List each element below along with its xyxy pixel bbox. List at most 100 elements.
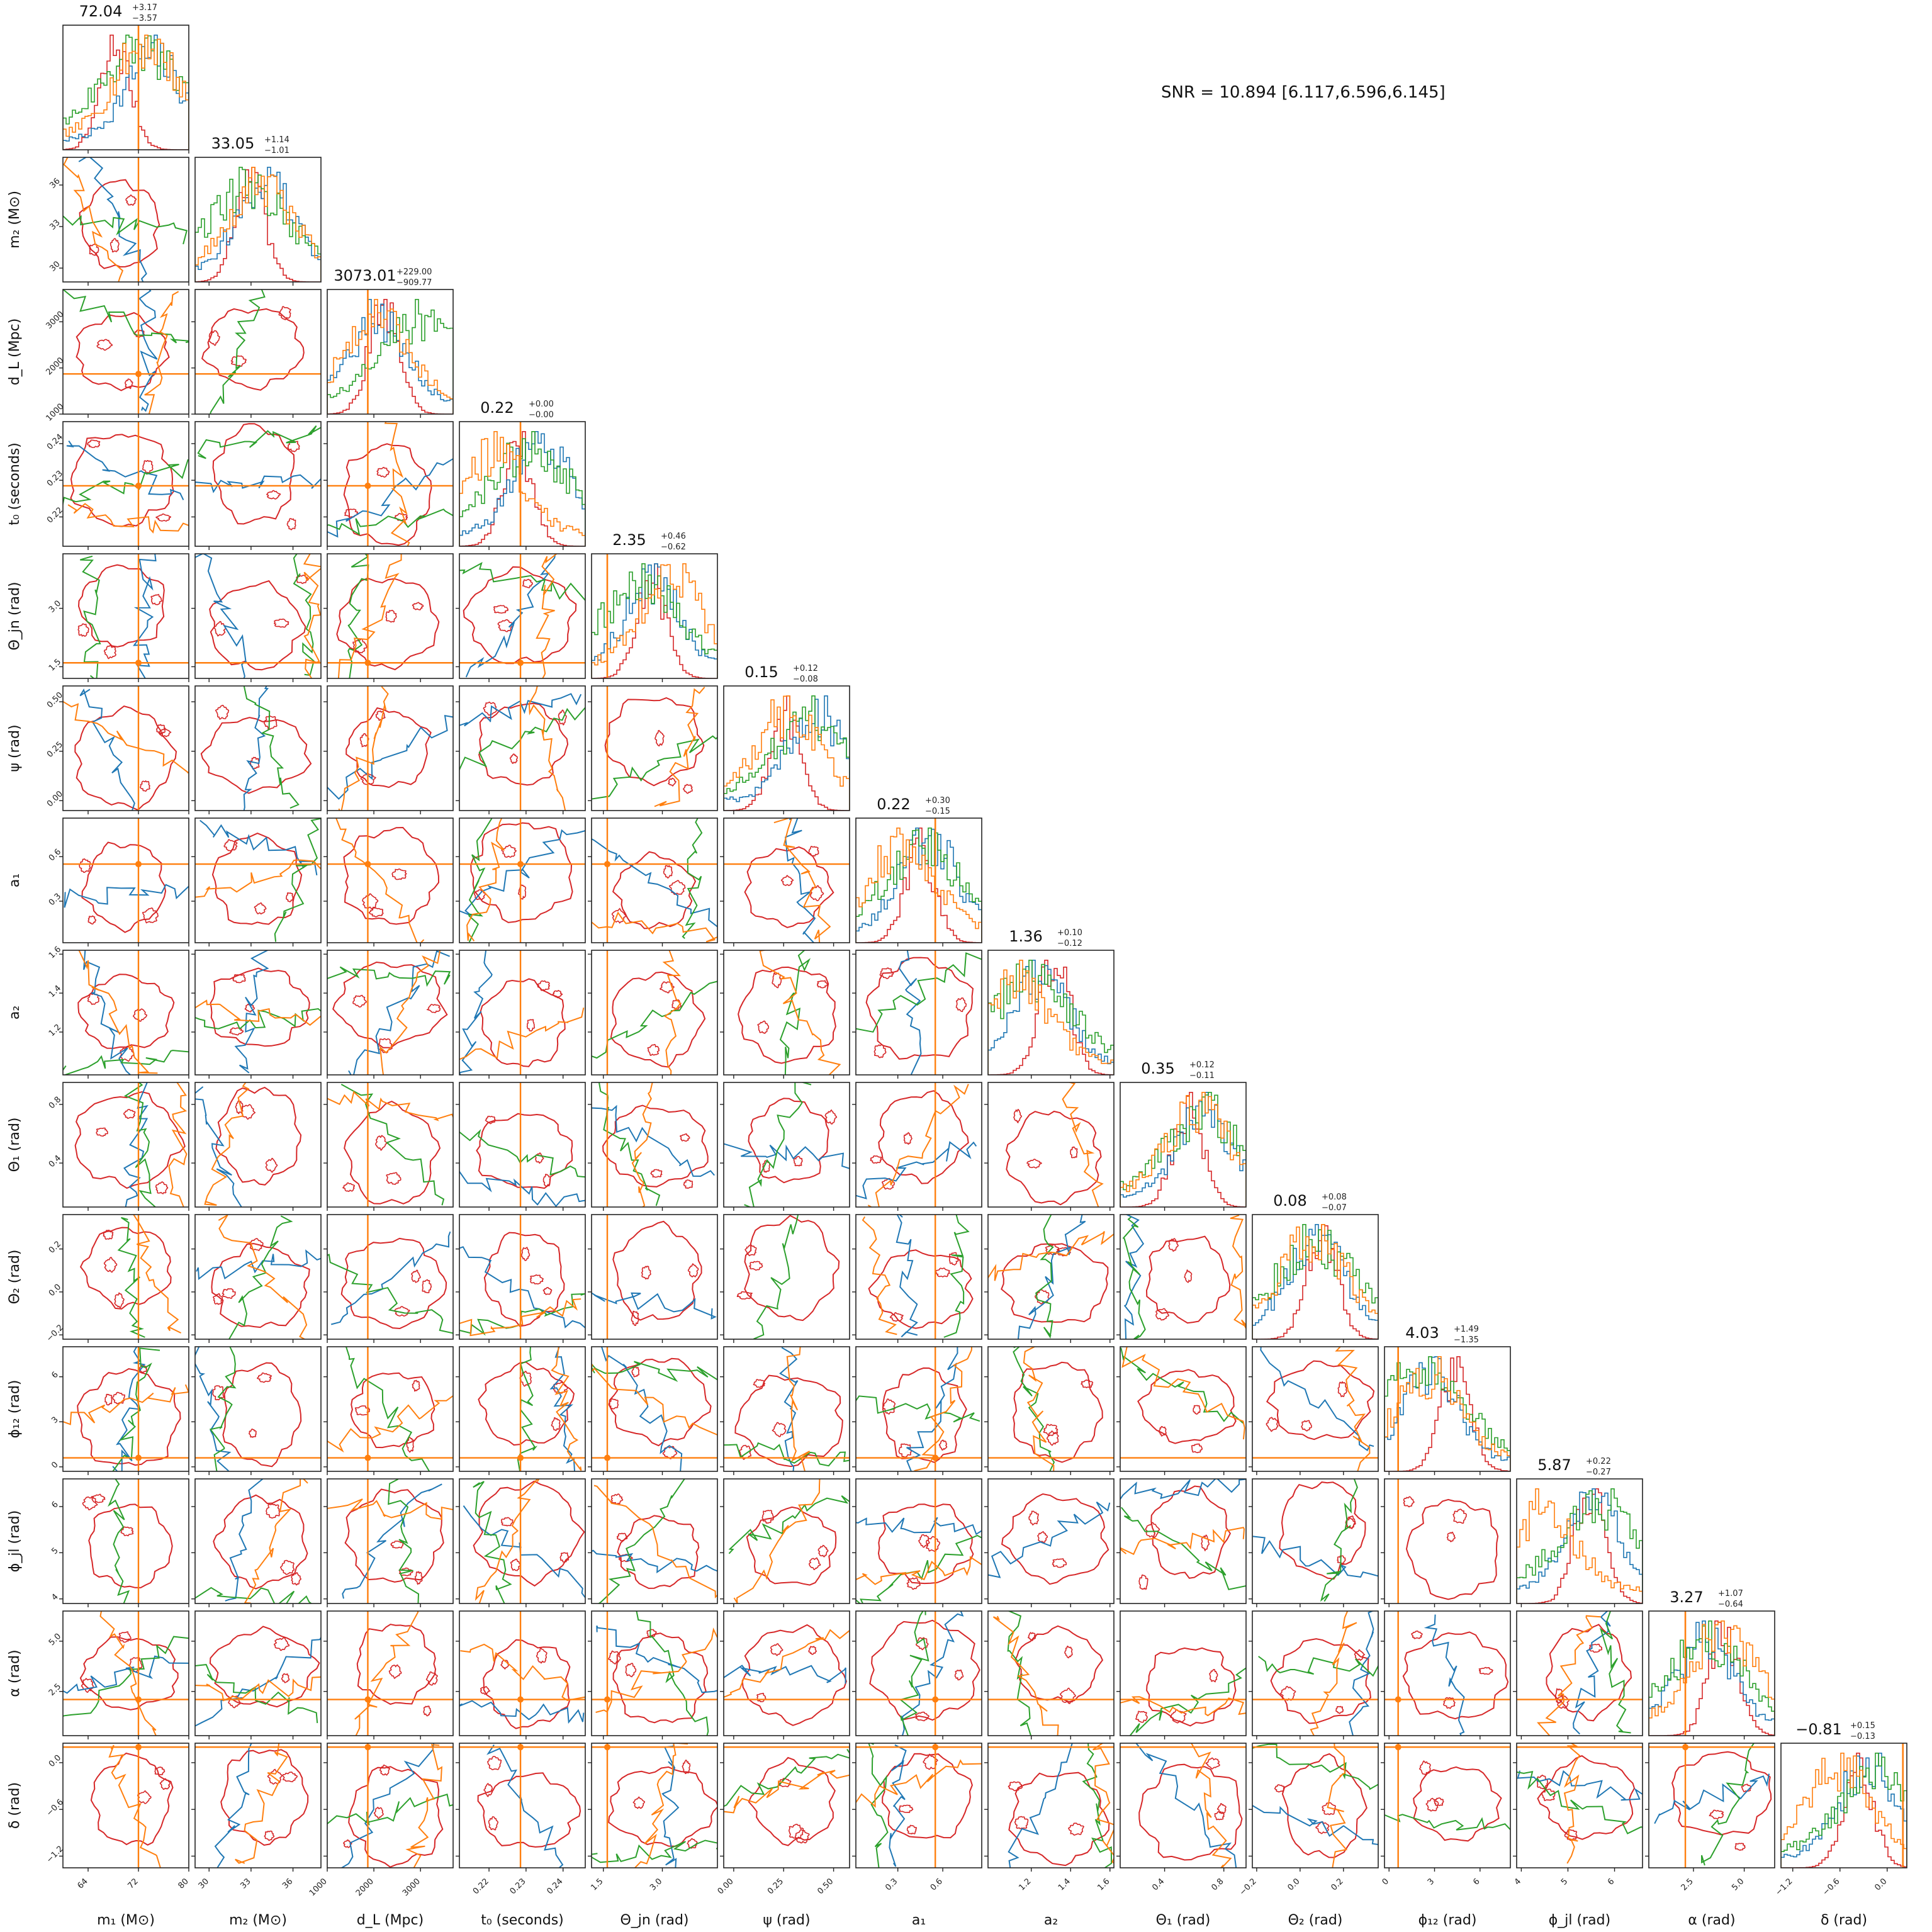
contour-red	[478, 702, 569, 786]
contour-red-island	[103, 1229, 114, 1240]
contour-red-island	[103, 1257, 118, 1273]
contour-red-island	[250, 756, 260, 770]
contour-orange	[67, 503, 189, 534]
contour-red-island	[679, 1133, 690, 1142]
contour-blue	[459, 1246, 585, 1329]
contour-red	[1402, 1631, 1509, 1720]
contour-red-island	[133, 1008, 148, 1022]
contour-red-island	[342, 1182, 356, 1192]
error-plus: +0.15	[1850, 1721, 1875, 1731]
contour-red-island	[223, 839, 238, 852]
contour-orange	[63, 157, 124, 282]
contour-red-island	[1315, 1821, 1330, 1834]
error-plus: +0.08	[1322, 1193, 1347, 1202]
contour-red	[608, 1766, 717, 1847]
contour-red	[213, 1494, 308, 1590]
contour-red	[343, 443, 432, 546]
y-tick-label: 0.6	[47, 847, 63, 863]
panel-frame	[1120, 1082, 1247, 1208]
contour-red-island	[631, 1310, 639, 1327]
panel-frame	[987, 1743, 1115, 1868]
truth-marker	[1395, 1696, 1401, 1703]
contour-orange	[662, 950, 682, 1075]
contour-orange	[235, 1743, 288, 1864]
panel-frame	[459, 1743, 586, 1868]
panel-frame	[194, 1743, 322, 1868]
contour-panel-rad-vs-jl-rad: 4 5 6	[1513, 1743, 1643, 1887]
contour-red-island	[510, 1558, 521, 1571]
contour-orange	[337, 554, 402, 678]
histogram-a: 0.22 +0.30−0.15	[855, 795, 982, 946]
y-tick-label: 1.5	[47, 657, 63, 673]
contour-red-island	[344, 508, 359, 518]
panel-frame	[723, 1214, 850, 1340]
contour-red	[865, 957, 974, 1060]
hist-series-green	[1252, 1224, 1378, 1339]
contour-blue	[243, 686, 269, 811]
contour-red	[212, 423, 295, 525]
panel-frame	[194, 1478, 322, 1604]
contour-red-island	[1541, 1789, 1556, 1802]
y-tick-label: 33	[48, 218, 62, 232]
error-minus: −0.27	[1586, 1468, 1611, 1477]
panel-frame	[1252, 1346, 1379, 1472]
contour-red-island	[1052, 1558, 1067, 1568]
y-tick-label: 0.0	[47, 1283, 63, 1298]
contour-red-island	[1059, 1687, 1076, 1704]
contour-red-island	[1403, 1496, 1415, 1508]
x-axis-label: ψ (rad)	[763, 1912, 810, 1928]
contour-red-island	[414, 1570, 423, 1585]
y-axis-label: Θ₂ (rad)	[7, 1250, 23, 1305]
contour-red-island	[112, 1391, 125, 1405]
contour-red-island	[425, 1671, 439, 1686]
contour-red-island	[264, 1830, 275, 1841]
panel-frame	[723, 685, 850, 811]
histogram-title: 2.35	[612, 531, 646, 549]
y-axis-label: Θ_jn (rad)	[7, 581, 23, 650]
contour-green	[388, 1479, 420, 1603]
histogram-title: 3.27	[1670, 1588, 1703, 1606]
contour-red	[343, 826, 440, 925]
panel-frame	[1252, 1743, 1379, 1868]
panel-frame	[987, 1478, 1115, 1604]
contour-red-island	[914, 1711, 929, 1722]
contour-red-island	[668, 777, 677, 787]
contour-green	[724, 1749, 850, 1807]
contour-red	[476, 1113, 573, 1189]
contour-red-island	[898, 1804, 914, 1813]
contour-red	[738, 966, 836, 1064]
contour-orange	[338, 686, 389, 811]
x-tick-label: 0.0	[1286, 1877, 1301, 1892]
hist-series-orange	[724, 695, 850, 811]
contour-red-island	[118, 1631, 132, 1643]
error-plus: +229.00	[396, 267, 432, 277]
contour-red	[1138, 1763, 1243, 1861]
contour-red-island	[249, 1429, 257, 1438]
contour-orange	[786, 1347, 811, 1471]
panel-frame	[1516, 1610, 1643, 1736]
contour-red	[1266, 1360, 1375, 1441]
panel-frame	[1120, 1346, 1247, 1472]
contour-orange	[634, 1743, 688, 1868]
error-minus: −1.01	[264, 146, 289, 155]
contour-panel-rad-vs-d-l-mpc	[323, 1610, 454, 1739]
contour-red-island	[137, 1790, 152, 1804]
hist-series-orange	[988, 960, 1114, 1075]
contour-panel-a-vs-jn-rad	[588, 950, 718, 1079]
contour-green	[345, 1347, 430, 1471]
histogram-title: 33.05	[211, 135, 255, 152]
truth-marker	[364, 1696, 371, 1703]
contour-red-island	[552, 989, 563, 999]
contour-orange	[1335, 1347, 1371, 1471]
truth-marker	[364, 861, 371, 868]
contour-orange	[551, 1347, 582, 1471]
contour-green	[1007, 1611, 1032, 1736]
contour-panel-m-m-vs-m-m: 30 33 36	[48, 157, 189, 286]
y-tick-label: 0.4	[47, 1154, 63, 1169]
contour-red-island	[110, 238, 120, 253]
contour-panel-jn-rad-vs-t-seconds	[456, 553, 586, 682]
y-tick-label: 36	[48, 176, 62, 190]
contour-orange	[63, 1384, 189, 1425]
panel-frame	[327, 950, 454, 1076]
x-tick-label: 0.6	[929, 1877, 945, 1892]
